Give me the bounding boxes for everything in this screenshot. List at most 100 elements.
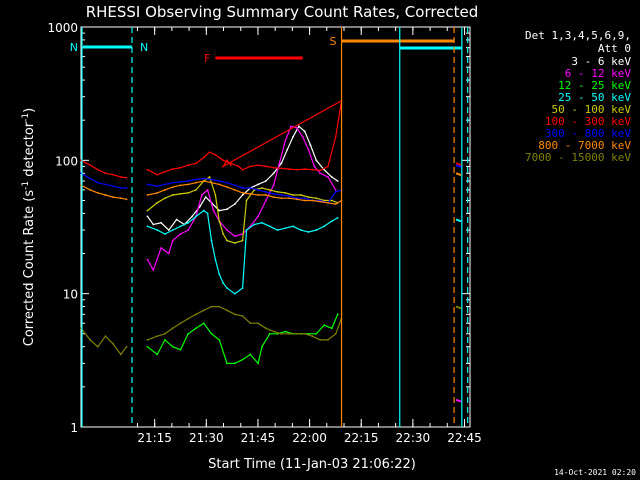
series-point	[226, 362, 228, 365]
series-point	[264, 194, 267, 196]
series-point	[297, 125, 300, 128]
series-point	[268, 189, 271, 191]
series-point	[336, 313, 339, 316]
series-point	[296, 168, 298, 171]
legend-header-1: Det 1,3,4,5,6,9,	[525, 29, 631, 42]
series-point	[257, 322, 259, 325]
series-point	[272, 172, 275, 175]
series-point	[187, 180, 190, 182]
series-point	[214, 258, 217, 261]
series-point	[323, 324, 325, 327]
series-point	[257, 183, 259, 186]
late-segment	[455, 162, 462, 167]
series-point	[241, 187, 244, 189]
series-point	[214, 194, 217, 196]
series-point	[334, 189, 337, 191]
series-7000to15000keV	[80, 305, 343, 356]
series-point	[241, 194, 244, 196]
series-point	[187, 164, 190, 167]
series-point	[323, 225, 325, 228]
series-point	[222, 165, 225, 168]
late-data	[455, 162, 462, 403]
series-point	[187, 221, 190, 224]
series-point	[179, 180, 182, 183]
series-point	[206, 212, 209, 215]
series-point	[222, 159, 225, 162]
series-point	[280, 167, 283, 170]
series-point	[156, 173, 159, 176]
series-point	[214, 153, 217, 156]
series-point	[330, 176, 333, 178]
series-point	[327, 339, 329, 341]
series-point	[191, 215, 194, 218]
series-point	[202, 156, 205, 159]
series-line	[147, 314, 339, 365]
series-point	[280, 332, 283, 335]
x-tick-label: 22:30	[396, 431, 431, 445]
series-point	[171, 345, 174, 348]
gap-lines	[81, 27, 469, 427]
series-100to300keV	[80, 99, 343, 179]
series-point	[195, 215, 197, 218]
series-point	[210, 332, 213, 335]
series-point	[284, 139, 287, 142]
series-point	[276, 190, 279, 193]
series-point	[146, 345, 149, 348]
series-point	[241, 315, 244, 317]
series-point	[179, 348, 182, 351]
series-point	[222, 233, 225, 235]
series-point	[311, 199, 314, 202]
series-point	[233, 362, 236, 365]
series-point	[187, 229, 190, 231]
series-point	[319, 172, 322, 175]
series-point	[334, 190, 337, 193]
series-point	[167, 252, 170, 255]
series-25to50keV	[146, 209, 339, 295]
series-point	[311, 168, 314, 171]
series-point	[171, 327, 174, 330]
series-point	[195, 178, 197, 181]
series-point	[241, 358, 244, 361]
series-point	[257, 194, 259, 196]
series-point	[233, 313, 236, 316]
series-point	[292, 135, 294, 138]
late-segment	[455, 305, 462, 310]
series-point	[208, 151, 211, 154]
series-point	[327, 165, 329, 168]
series-point	[296, 332, 298, 335]
series-point	[222, 282, 225, 285]
series-point	[187, 332, 190, 335]
series-point	[299, 194, 302, 196]
series-point	[272, 184, 275, 187]
footer-date: 14-Oct-2021 02:20	[554, 468, 636, 477]
series-point	[164, 197, 166, 200]
series-point	[292, 194, 294, 196]
series-point	[96, 168, 99, 171]
series-point	[226, 309, 228, 312]
legend-entry: 25 - 50 keV	[558, 91, 631, 104]
series-point	[330, 327, 333, 330]
series-point	[210, 178, 213, 181]
series-point	[334, 135, 337, 138]
series-point	[230, 164, 232, 167]
flag-f-label: F	[204, 52, 210, 65]
series-point	[261, 345, 263, 348]
series-point	[319, 339, 322, 341]
x-axis-label: Start Time (11-Jan-03 21:06:22)	[208, 457, 416, 472]
series-point	[195, 327, 197, 330]
series-point	[280, 162, 283, 165]
series-point	[268, 332, 271, 335]
series-point	[336, 217, 339, 219]
series-point	[195, 313, 197, 316]
series-point	[218, 339, 221, 341]
series-point	[226, 287, 228, 290]
series-point	[245, 229, 248, 231]
series-point	[233, 184, 236, 187]
series-point	[89, 177, 92, 180]
series-point	[112, 343, 115, 345]
series-point	[160, 247, 162, 249]
series-point	[156, 353, 159, 356]
series-point	[226, 181, 228, 184]
series-point	[330, 199, 333, 202]
y-tick-label: 100	[55, 154, 78, 168]
